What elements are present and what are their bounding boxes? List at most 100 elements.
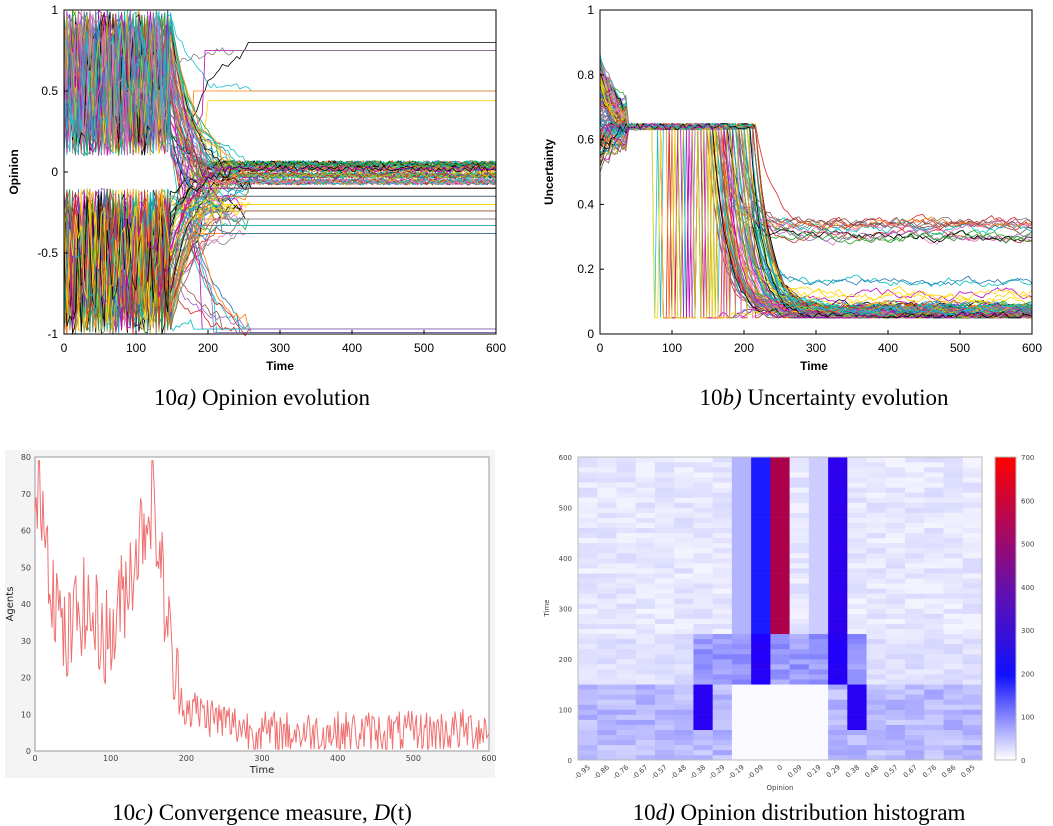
heatmap-cell <box>789 457 810 463</box>
uncertainty-series <box>599 74 1033 319</box>
heatmap-cell <box>828 462 848 468</box>
uncertainty-series <box>599 121 1033 316</box>
heatmap-cell <box>597 482 617 488</box>
heatmap-cell <box>789 694 810 700</box>
heatmap-cell <box>905 739 925 746</box>
heatmap-cell <box>866 578 887 584</box>
heatmap-cell <box>751 699 771 705</box>
heatmap-cell <box>674 669 694 675</box>
heatmap-cell <box>693 638 713 645</box>
heatmap-cell <box>866 643 887 650</box>
y-tick-label: 20 <box>21 674 31 683</box>
heatmap-cell <box>905 714 925 720</box>
heatmap-cell <box>712 643 733 650</box>
uncertainty-series <box>599 122 1033 315</box>
heatmap-cell <box>597 689 617 695</box>
heatmap-cell <box>674 608 694 614</box>
heatmap-cell <box>712 497 733 503</box>
heatmap-cell <box>693 563 713 569</box>
heatmap-cell <box>828 588 848 594</box>
heatmap-cell <box>885 568 906 574</box>
heatmap-cell <box>654 613 675 619</box>
heatmap-cell <box>828 734 848 741</box>
heatmap-cell <box>943 669 964 675</box>
heatmap-cell <box>597 633 617 640</box>
heatmap-cell <box>674 467 694 473</box>
heatmap-cell <box>905 482 925 488</box>
heatmap-cell <box>635 613 656 619</box>
heatmap-cell <box>866 664 887 670</box>
heatmap-cell <box>885 487 906 493</box>
heatmap-cell <box>578 467 598 473</box>
heatmap-cell <box>654 598 675 604</box>
heatmap-cell <box>924 613 944 619</box>
heatmap-cell <box>635 623 656 629</box>
heatmap-cell <box>578 603 598 609</box>
heatmap-cell <box>905 699 925 705</box>
heatmap-cell <box>828 507 848 513</box>
x-axis-label: Time <box>800 359 828 373</box>
heatmap-cell <box>751 623 771 629</box>
heatmap-cell <box>866 754 887 761</box>
heatmap-cell <box>674 482 694 488</box>
x-tick-label: 600 <box>481 754 496 763</box>
heatmap-cell <box>578 573 598 579</box>
heatmap-cell <box>770 659 790 665</box>
uncertainty-series <box>599 107 1032 319</box>
heatmap-cell <box>616 709 637 715</box>
heatmap-cell <box>770 618 790 624</box>
heatmap-cell <box>635 593 656 599</box>
heatmap-cell <box>674 709 694 715</box>
heatmap-cell <box>828 558 848 564</box>
heatmap-cell <box>731 507 752 513</box>
heatmap-cell <box>616 739 637 746</box>
heatmap-cell <box>616 719 637 725</box>
heatmap-cell <box>866 749 887 756</box>
heatmap-cell <box>751 477 771 483</box>
heatmap-cell <box>616 699 637 705</box>
heatmap-cell <box>885 679 906 685</box>
heatmap-cell <box>808 537 829 544</box>
heatmap-cell <box>885 563 906 569</box>
heatmap-cell <box>751 583 771 589</box>
x-tick-label: 0 <box>597 341 604 355</box>
x-tick-label: 0.76 <box>921 763 939 779</box>
heatmap-cell <box>693 674 713 680</box>
heatmap-cell <box>635 598 656 604</box>
heatmap-cell <box>943 497 964 503</box>
heatmap-cell <box>943 527 964 534</box>
heatmap-cell <box>885 744 906 751</box>
heatmap-cell <box>731 659 752 665</box>
heatmap-cell <box>731 497 752 503</box>
heatmap-cell <box>693 472 713 478</box>
y-tick-label: 30 <box>21 637 31 646</box>
heatmap-cell <box>789 709 810 715</box>
heatmap-cell <box>847 648 867 655</box>
y-tick-label: 200 <box>559 656 572 664</box>
x-tick-label: 0.38 <box>844 763 861 779</box>
heatmap-cell <box>828 608 848 614</box>
uncertainty-series <box>599 116 1033 319</box>
heatmap-cell <box>674 653 694 660</box>
heatmap-cell <box>597 623 617 629</box>
heatmap-cell <box>847 588 867 594</box>
heatmap-cell <box>866 729 887 736</box>
heatmap-cell <box>885 558 906 564</box>
heatmap-cell <box>578 547 598 554</box>
heatmap-cell <box>712 674 733 680</box>
uncertainty-series <box>599 53 1033 319</box>
heatmap-cell <box>770 558 790 564</box>
heatmap-cell <box>597 734 617 741</box>
heatmap-cell <box>847 593 867 599</box>
colorbar-tick-label: 500 <box>1021 541 1034 549</box>
heatmap-cell <box>885 583 906 589</box>
heatmap-cell <box>808 563 829 569</box>
uncertainty-series <box>599 61 1033 318</box>
heatmap-cell <box>962 568 983 574</box>
heatmap-cell <box>751 457 771 463</box>
heatmap-cell <box>693 754 713 761</box>
heatmap-cell <box>597 729 617 736</box>
heatmap-cell <box>597 714 617 720</box>
heatmap-cell <box>597 537 617 544</box>
heatmap-cell <box>693 527 713 534</box>
